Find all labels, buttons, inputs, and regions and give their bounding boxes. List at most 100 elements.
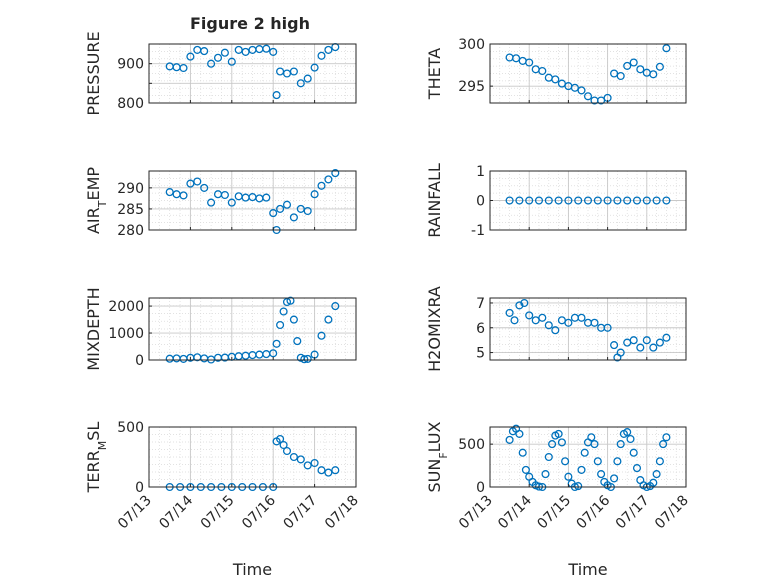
- data-point: [525, 311, 534, 320]
- x-tick-label: 07/18: [652, 493, 692, 533]
- data-point: [574, 196, 583, 205]
- data-point: [193, 177, 202, 186]
- data-point: [616, 348, 625, 357]
- data-point: [303, 74, 312, 83]
- data-point: [296, 204, 305, 213]
- data-point: [544, 196, 553, 205]
- data-point: [649, 70, 658, 79]
- data-point: [525, 196, 534, 205]
- data-point: [310, 190, 319, 199]
- y-tick-label: 6: [476, 321, 485, 337]
- data-point: [510, 316, 519, 325]
- data-point: [296, 455, 305, 464]
- x-tick-label: 07/17: [613, 493, 653, 533]
- y-tick-label: 7: [476, 296, 485, 312]
- data-point: [652, 470, 661, 479]
- data-point: [574, 482, 583, 491]
- data-point: [286, 296, 295, 305]
- data-point: [590, 440, 599, 449]
- data-point: [629, 448, 638, 457]
- data-point: [515, 196, 524, 205]
- data-point: [296, 79, 305, 88]
- data-point: [269, 209, 278, 218]
- subplot-8: 0 500 07/13 07/14 07/15 07/16 07/17 07/18 SUNFLU…: [425, 421, 692, 579]
- axes-box: [148, 170, 357, 231]
- data-point: [642, 196, 651, 205]
- x-tick-label: 07/16: [239, 492, 279, 532]
- data-point: [279, 440, 288, 450]
- x-tick-label: 07/14: [495, 492, 535, 532]
- data-point: [279, 307, 288, 316]
- data-point: [662, 433, 671, 442]
- data-point: [207, 59, 216, 68]
- y-tick-label: 295: [458, 79, 485, 95]
- data-point: [636, 65, 645, 74]
- data-point: [324, 468, 333, 477]
- data-point: [303, 354, 312, 363]
- data-point: [544, 452, 553, 462]
- x-tick-label: 07/13: [115, 493, 155, 533]
- y-axis-label: SUNFLUX: [425, 421, 450, 492]
- data-point: [557, 438, 566, 447]
- subplot-4: -1 0 1 RAINFALL: [425, 163, 687, 239]
- y-tick-label: 285: [117, 202, 144, 218]
- data-point: [623, 61, 632, 70]
- data-point: [632, 464, 642, 473]
- data-point: [220, 48, 229, 57]
- data-point: [548, 440, 557, 449]
- data-point: [303, 206, 312, 216]
- data-point: [551, 326, 560, 335]
- data-point: [289, 213, 298, 222]
- data-point: [551, 75, 560, 84]
- data-point: [331, 466, 340, 475]
- y-tick-label: 0: [135, 480, 144, 496]
- data-point: [597, 470, 606, 479]
- data-point: [655, 62, 664, 71]
- data-point: [269, 349, 278, 358]
- data-point: [587, 433, 596, 442]
- data-point: [616, 440, 625, 449]
- data-point: [289, 67, 298, 76]
- data-point: [179, 63, 188, 73]
- data-point: [515, 429, 524, 438]
- data-point: [289, 452, 298, 462]
- data-point: [538, 66, 547, 76]
- data-point: [331, 169, 340, 178]
- data-point: [577, 313, 586, 322]
- data-point: [200, 183, 209, 192]
- axes-box: [489, 43, 687, 104]
- data-point: [590, 318, 599, 327]
- data-point: [518, 448, 527, 457]
- y-axis-label: PRESSURE: [84, 31, 103, 115]
- y-tick-label: 290: [117, 181, 144, 197]
- data-point: [610, 69, 619, 78]
- data-point: [324, 45, 333, 54]
- data-point: [179, 191, 188, 200]
- y-tick-label: 1000: [108, 326, 144, 342]
- data-point: [262, 193, 271, 202]
- subplot-3: 280 285 290 AIRTEMP: [84, 167, 357, 239]
- data-point: [538, 313, 547, 322]
- data-point: [616, 71, 625, 81]
- data-point: [610, 341, 619, 350]
- data-point: [186, 52, 195, 61]
- data-point: [593, 457, 602, 466]
- data-point: [505, 196, 514, 205]
- subplot-5: 0 1000 2000 MIXDEPTH: [84, 287, 357, 371]
- data-point: [310, 458, 319, 468]
- data-point: [272, 91, 281, 100]
- axes-box: [148, 43, 357, 104]
- y-tick-label: 0: [476, 480, 485, 496]
- data-point: [662, 196, 671, 205]
- data-point: [293, 337, 302, 346]
- axes-box: [489, 426, 687, 488]
- data-point: [303, 461, 312, 470]
- data-point: [629, 336, 638, 345]
- data-point: [525, 58, 534, 67]
- data-point: [577, 86, 586, 95]
- data-point: [561, 457, 570, 466]
- data-point: [505, 308, 514, 317]
- data-point: [613, 196, 622, 205]
- subplot-7: 0 500 07/13 07/14 07/15 07/16 07/17 07/18 TERRMS…: [84, 420, 362, 579]
- data-point: [655, 338, 664, 347]
